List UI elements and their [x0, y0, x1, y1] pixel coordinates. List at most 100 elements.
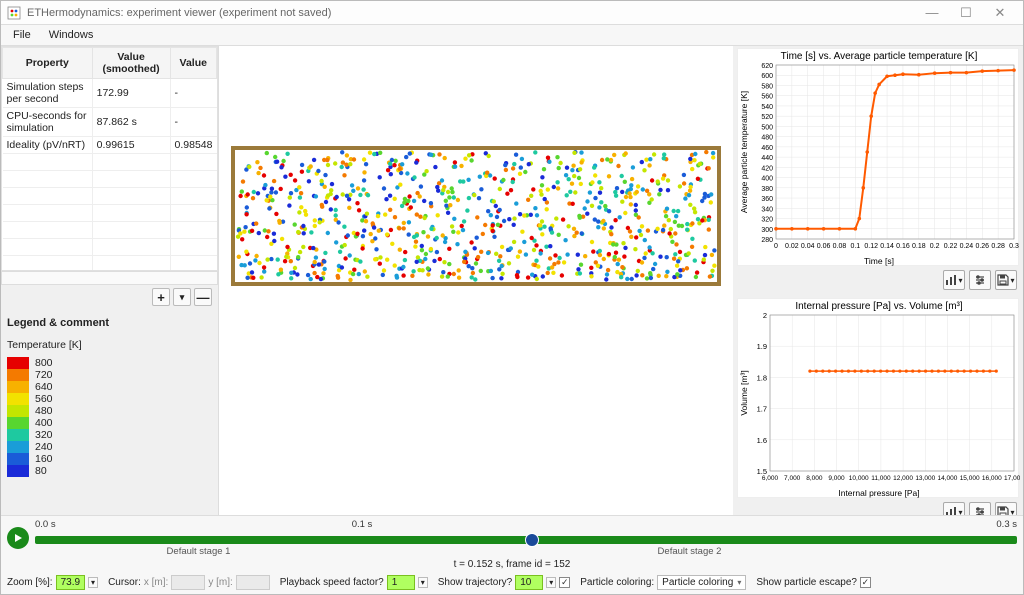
chart2-type-icon[interactable]: ▾ [943, 502, 965, 515]
svg-text:7,000: 7,000 [784, 475, 801, 482]
svg-text:320: 320 [761, 217, 773, 224]
simulation-viewport[interactable] [219, 46, 733, 515]
coloring-dropdown[interactable]: Particle coloring [657, 575, 746, 590]
svg-text:560: 560 [761, 94, 773, 101]
stage-1-label: Default stage 1 [35, 546, 362, 557]
property-table: Property Value (smoothed) Value Simulati… [1, 46, 218, 271]
trajectory-step[interactable]: ▾ [546, 577, 556, 588]
cursor-label: Cursor: [108, 577, 141, 588]
col-value-smoothed[interactable]: Value (smoothed) [92, 48, 170, 79]
svg-text:340: 340 [761, 206, 773, 213]
legend-title: Legend & comment [7, 317, 212, 329]
chart2-settings-icon[interactable] [969, 502, 991, 515]
table-row [3, 239, 217, 256]
svg-text:0.04: 0.04 [801, 243, 815, 250]
svg-text:380: 380 [761, 186, 773, 193]
svg-text:420: 420 [761, 165, 773, 172]
svg-text:14,000: 14,000 [938, 475, 958, 482]
svg-text:0: 0 [774, 243, 778, 250]
svg-text:0.1: 0.1 [850, 243, 860, 250]
svg-text:0.2: 0.2 [930, 243, 940, 250]
timeline-tick-end: 0.3 s [996, 519, 1017, 530]
svg-text:2: 2 [763, 311, 767, 320]
table-row[interactable]: Simulation steps per second172.99- [3, 79, 217, 108]
svg-text:0.08: 0.08 [833, 243, 847, 250]
chart1-settings-icon[interactable] [969, 270, 991, 290]
zoom-label: Zoom [%]: [7, 577, 53, 588]
svg-text:1.6: 1.6 [757, 436, 767, 445]
svg-text:0.24: 0.24 [960, 243, 974, 250]
svg-text:0.18: 0.18 [912, 243, 926, 250]
menu-file[interactable]: File [5, 27, 39, 43]
table-row [3, 171, 217, 188]
svg-text:Time [s] vs. Average particle: Time [s] vs. Average particle temperatur… [781, 51, 978, 62]
coloring-label: Particle coloring: [580, 577, 654, 588]
legend-item: 480 [7, 405, 212, 417]
col-property[interactable]: Property [3, 48, 93, 79]
legend-item: 240 [7, 441, 212, 453]
legend-item: 800 [7, 357, 212, 369]
stage-2-label: Default stage 2 [362, 546, 1017, 557]
timeline-track[interactable] [35, 536, 1017, 544]
table-row[interactable]: Ideality (pV/nRT)0.996150.98548 [3, 137, 217, 154]
zoom-step-down[interactable]: ▾ [88, 577, 98, 588]
svg-text:600: 600 [761, 73, 773, 80]
svg-text:0.16: 0.16 [896, 243, 910, 250]
svg-text:Internal pressure [Pa]: Internal pressure [Pa] [838, 488, 919, 498]
trajectory-checkbox[interactable]: ✓ [559, 577, 570, 588]
svg-text:1.9: 1.9 [757, 342, 767, 351]
chart1-type-icon[interactable]: ▾ [943, 270, 965, 290]
play-button[interactable] [7, 527, 29, 549]
svg-text:500: 500 [761, 124, 773, 131]
playback-step[interactable]: ▾ [418, 577, 428, 588]
timeline-info: t = 0.152 s, frame id = 152 [7, 557, 1017, 572]
menu-windows[interactable]: Windows [41, 27, 102, 43]
cursor-x-value [171, 575, 205, 590]
zoom-input[interactable]: 73.9 [56, 575, 85, 590]
timeline-thumb[interactable] [525, 533, 539, 547]
svg-text:0.22: 0.22 [944, 243, 958, 250]
trajectory-input[interactable]: 10 [515, 575, 543, 590]
svg-text:0.3: 0.3 [1009, 243, 1019, 250]
add-button[interactable]: + [152, 288, 170, 306]
chart1-save-icon[interactable]: ▾ [995, 270, 1017, 290]
legend-item: 720 [7, 369, 212, 381]
svg-text:400: 400 [761, 176, 773, 183]
svg-text:6,000: 6,000 [762, 475, 779, 482]
horizontal-scrollbar[interactable] [1, 271, 218, 285]
timeline-tick-start: 0.0 s [35, 519, 56, 530]
svg-text:300: 300 [761, 227, 773, 234]
maximize-button[interactable]: ☐ [949, 2, 983, 24]
svg-text:12,000: 12,000 [893, 475, 913, 482]
legend-item: 320 [7, 429, 212, 441]
chart2-save-icon[interactable]: ▾ [995, 502, 1017, 515]
timeline-tick-mid: 0.1 s [352, 519, 373, 530]
col-value[interactable]: Value [170, 48, 216, 79]
trajectory-label: Show trajectory? [438, 577, 512, 588]
svg-text:1.7: 1.7 [757, 405, 767, 414]
cursor-y-label: y [m]: [208, 577, 232, 588]
escape-checkbox[interactable]: ✓ [860, 577, 871, 588]
svg-text:13,000: 13,000 [915, 475, 935, 482]
close-button[interactable]: ✕ [983, 2, 1017, 24]
svg-text:0.02: 0.02 [785, 243, 799, 250]
dropdown-button[interactable]: ▾ [173, 288, 191, 306]
menubar: File Windows [1, 25, 1023, 46]
playback-input[interactable]: 1 [387, 575, 415, 590]
svg-text:580: 580 [761, 83, 773, 90]
chart-temperature[interactable]: Time [s] vs. Average particle temperatur… [737, 48, 1019, 266]
svg-text:Average particle temperature [: Average particle temperature [K] [739, 91, 749, 213]
app-icon [7, 6, 21, 20]
legend-item: 560 [7, 393, 212, 405]
svg-text:16,000: 16,000 [982, 475, 1002, 482]
remove-button[interactable]: — [194, 288, 212, 306]
svg-text:460: 460 [761, 145, 773, 152]
table-row[interactable]: CPU-seconds for simulation87.862 s- [3, 108, 217, 137]
table-row [3, 188, 217, 205]
cursor-x-label: x [m]: [144, 577, 168, 588]
svg-text:11,000: 11,000 [871, 475, 891, 482]
svg-text:Internal pressure [Pa] vs. Vol: Internal pressure [Pa] vs. Volume [m³] [795, 301, 963, 312]
svg-text:520: 520 [761, 114, 773, 121]
minimize-button[interactable]: — [915, 2, 949, 24]
chart-pressure-volume[interactable]: Internal pressure [Pa] vs. Volume [m³] 1.… [737, 298, 1019, 498]
